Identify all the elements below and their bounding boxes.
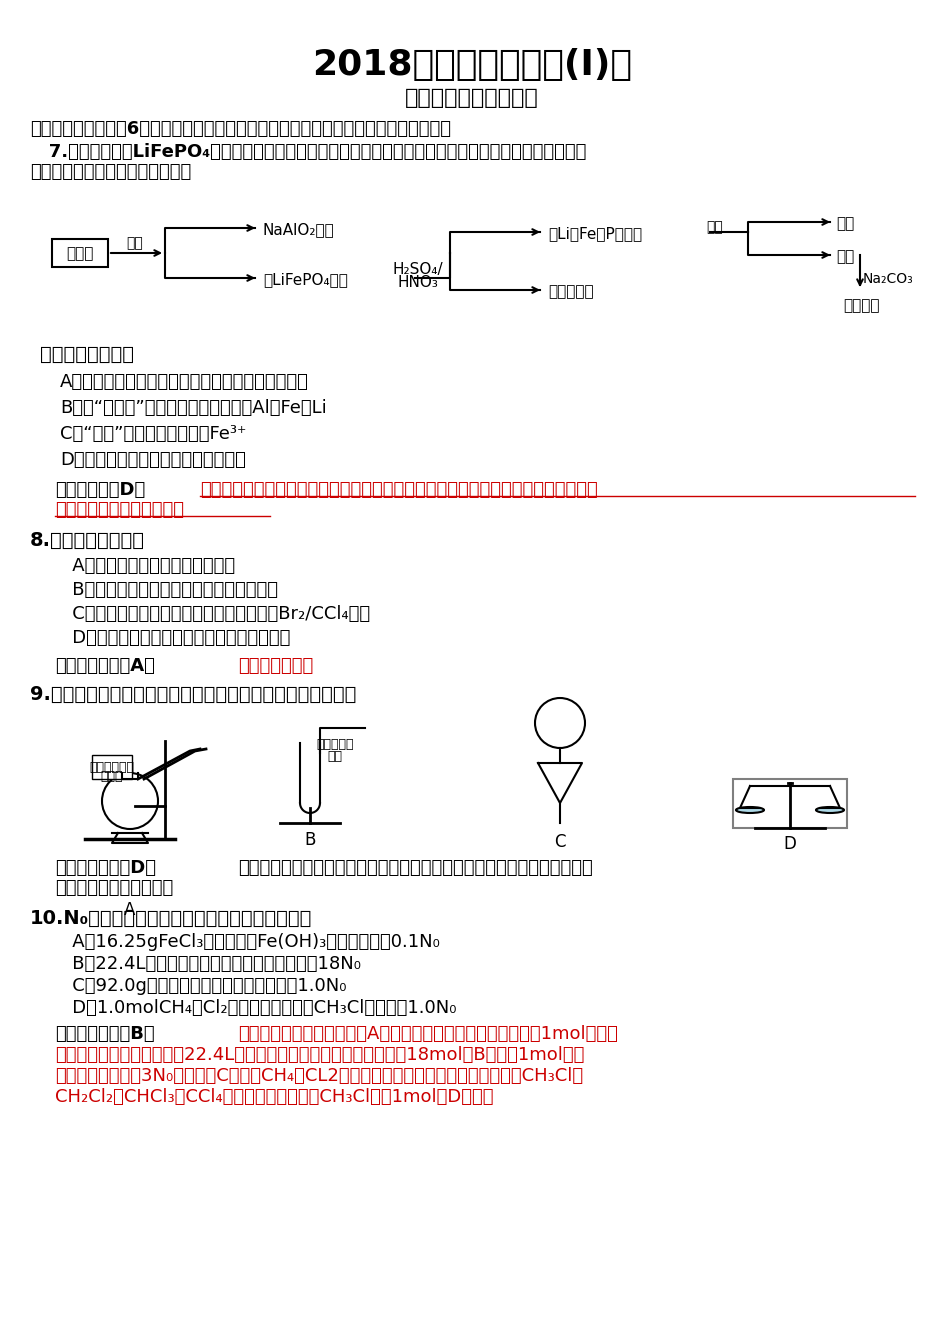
Text: C．植物油含有不饱和脂肪酸甘油脂，能使Br₂/CCl₄褪色: C．植物油含有不饱和脂肪酸甘油脂，能使Br₂/CCl₄褪色 [55,606,370,623]
Ellipse shape [815,808,843,813]
Text: 8.下列说法错误的是: 8.下列说法错误的是 [30,531,144,550]
Text: D．1.0molCH₄与Cl₂在光照下反应生成CH₃Cl分子数为1.0N₀: D．1.0molCH₄与Cl₂在光照下反应生成CH₃Cl分子数为1.0N₀ [55,999,456,1017]
Text: 在标准状况下所占的体积为22.4L，所含的电子数和质子数相等，均为18mol，B正确；1mol甘油: 在标准状况下所占的体积为22.4L，所含的电子数和质子数相等，均为18mol，B… [55,1046,583,1064]
Text: A: A [125,901,136,919]
Text: 2018年全国高考理综(Ⅰ)卷: 2018年全国高考理综(Ⅰ)卷 [312,48,632,82]
Text: 能采用加热蒸发结晶法。: 能采用加热蒸发结晶法。 [55,878,173,897]
Text: A．16.25gFeCl₃水解形成的Fe(OH)₃胶体粒子数为0.1N₀: A．16.25gFeCl₃水解形成的Fe(OH)₃胶体粒子数为0.1N₀ [55,933,439,951]
Text: NaAlO₂溶液: NaAlO₂溶液 [262,222,334,237]
Text: D．淠粉和纤维素水解的最终产生均为葡萄糖: D．淠粉和纤维素水解的最终产生均为葡萄糖 [55,628,290,647]
Text: 离的目的，不宜用硫酸钓。: 离的目的，不宜用硫酸钓。 [55,501,184,519]
Text: 含锂沉淀: 含锂沉淀 [842,298,879,313]
Text: 浓硫酸: 浓硫酸 [101,770,123,783]
Text: Na₂CO₃: Na₂CO₃ [862,271,913,286]
Text: 实验室用乙醇与乙酸酯化反应制备并分离乙酸乙酯的方法是用分液法，而不: 实验室用乙醇与乙酸酯化反应制备并分离乙酸乙酯的方法是用分液法，而不 [238,858,592,877]
Text: B: B [304,832,315,849]
Text: 含Li、Fe、P等滤液: 含Li、Fe、P等滤液 [548,226,641,241]
Text: 含LiFePO₄滤渣: 含LiFePO₄滤渣 [262,271,347,287]
Text: B．从“正极片”中可回收的金属元素有Al、Fe、Li: B．从“正极片”中可回收的金属元素有Al、Fe、Li [59,398,327,417]
Text: D．上述流程中可用硫酸钓代替碳酸钓: D．上述流程中可用硫酸钓代替碳酸钓 [59,451,245,469]
Text: HNO₃: HNO₃ [397,275,438,290]
Text: 池正极片中的金属，其流程如下：: 池正极片中的金属，其流程如下： [30,163,191,180]
Text: 【答案与分析】B。: 【答案与分析】B。 [55,1025,155,1043]
Text: 下列叙述错误的是: 下列叙述错误的是 [40,345,134,364]
Text: C．“沉淠”反应的金属离子为Fe³⁺: C．“沉淠”反应的金属离子为Fe³⁺ [59,425,246,443]
Text: 10.N₀是阿伏加德罗常数的値，下列说法正确的是: 10.N₀是阿伏加德罗常数的値，下列说法正确的是 [30,909,312,928]
Text: CH₂Cl₂、CHCl₃及CCl₄，则生成物中含有的CH₃Cl少于1mol，D不对。: CH₂Cl₂、CHCl₃及CCl₄，则生成物中含有的CH₃Cl少于1mol，D不… [55,1088,493,1106]
Text: 炭黑等滤渣: 炭黑等滤渣 [548,283,593,299]
Text: 正极片: 正极片 [66,246,93,262]
Text: C: C [554,833,565,850]
Text: 滤液: 滤液 [835,249,853,263]
Text: 硫酸锂可溢于水，不能形成沉淠，所以上述最后从滤液中将锂形成沉淠而从滤液中分: 硫酸锂可溢于水，不能形成沉淠，所以上述最后从滤液中将锂形成沉淠而从滤液中分 [200,481,598,499]
Text: D: D [783,836,796,853]
Text: （丙三醇）中含有3N₀的羟基，C错误；CH₄与CL2在光照的条件下反应生成的产物中含有CH₃Cl、: （丙三醇）中含有3N₀的羟基，C错误；CH₄与CL2在光照的条件下反应生成的产物… [55,1067,582,1086]
Text: 果糖属于单糖。: 果糖属于单糖。 [238,656,312,675]
Text: A．合理处理废旧电池有利于保护环境和资源再利用: A．合理处理废旧电池有利于保护环境和资源再利用 [59,373,309,390]
Text: 碱溶: 碱溶 [126,237,143,250]
Bar [92,755,132,779]
Text: 饱和碳酸钠: 饱和碳酸钠 [316,738,353,751]
Text: H₂SO₄/: H₂SO₄/ [393,262,443,277]
Ellipse shape [735,808,763,813]
Text: 【答案与分析】D。: 【答案与分析】D。 [55,858,156,877]
Text: C．92.0g甘油（丙三醇）中含有羟基数为1.0N₀: C．92.0g甘油（丙三醇）中含有羟基数为1.0N₀ [55,977,346,995]
Text: 沉淀: 沉淀 [835,217,853,231]
Text: 9.在生成和纯化乙酸乙酯的实验过程中，下列操作未涉及的是: 9.在生成和纯化乙酸乙酯的实验过程中，下列操作未涉及的是 [30,685,356,705]
Text: 化学试题部分参考答案: 化学试题部分参考答案 [405,88,538,108]
Text: 【答案与分析】A。: 【答案与分析】A。 [55,656,155,675]
Bar [52,239,108,267]
Text: B．22.4L（标准状况下）氯气含有的质子数为18N₀: B．22.4L（标准状况下）氯气含有的质子数为18N₀ [55,955,361,973]
Text: 7.磷酸亚铁锂（LiFePO₄）电池是新能源汽车的动力电池之一。采用湿法冶金工艺回收废旧磷酸亚铁锂电: 7.磷酸亚铁锂（LiFePO₄）电池是新能源汽车的动力电池之一。采用湿法冶金工艺… [30,143,586,160]
Text: B．酶是一类具有高选择攀化性能的蛋白质: B．酶是一类具有高选择攀化性能的蛋白质 [55,582,278,599]
Text: 溶液: 溶液 [328,750,342,763]
Text: 碱溶: 碱溶 [706,221,722,234]
Text: A．蔗糖、果糖和麦芽糖均为双糖: A．蔗糖、果糖和麦芽糖均为双糖 [55,558,235,575]
Text: 乙醇、冰醋酸: 乙醇、冰醋酸 [90,761,134,774]
Text: 《答案分析》D。: 《答案分析》D。 [55,481,145,499]
Text: 一、选择题：每小题6分，在每小题给出的四个选项中，只有一选项是符合题目要求的。: 一、选择题：每小题6分，在每小题给出的四个选项中，只有一选项是符合题目要求的。 [30,120,450,138]
Text: 盐类水解的程度是很小的，A不对；陡性气体属于单原子分子，1mol的氯气: 盐类水解的程度是很小的，A不对；陡性气体属于单原子分子，1mol的氯气 [238,1025,617,1043]
